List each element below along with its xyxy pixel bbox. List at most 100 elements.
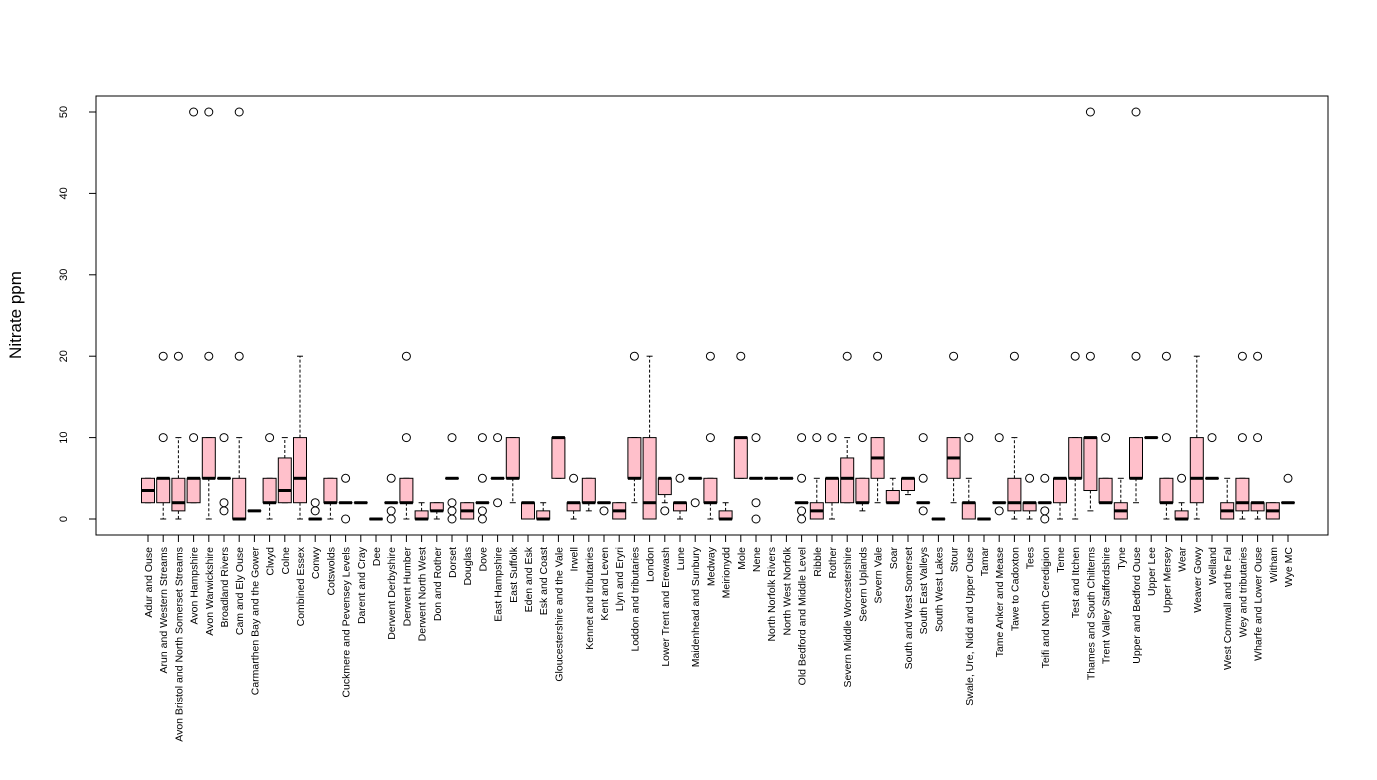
box-iqr [733,437,748,479]
x-tick-label: South West Lakes [933,547,945,632]
box-iqr [399,477,414,504]
outlier-point [386,514,396,524]
box-iqr [201,437,216,479]
outlier-point [660,506,670,516]
x-tick-label: Colne [280,547,292,575]
outlier-point [629,351,639,361]
x-tick-label: Carmarthen Bay and the Gower [249,547,261,696]
outlier-point [341,514,351,524]
box-severn-vale [870,351,885,504]
x-tick-label: Avon Warwickshire [204,547,216,636]
outlier-point [477,514,487,524]
x-tick-label: Derwent Derbyshire [386,547,398,640]
x-tick-label: Adur and Ouse [143,547,155,618]
box-iqr [323,477,338,504]
outlier-point [204,107,214,117]
outlier-point [219,498,229,508]
outlier-point [447,514,457,524]
x-tick-label: Broadland Rivers [219,547,231,628]
box-tyne [1113,477,1128,520]
outlier-point [219,506,229,516]
outlier-point [1237,433,1247,443]
outlier-point [797,433,807,443]
x-tick-label: Test and Itchen [1070,547,1082,618]
outlier-point [447,506,457,516]
x-tick-label: Wear [1177,547,1189,572]
box-llyn-and-eryri [612,502,627,520]
outlier-point [751,433,761,443]
box-dorset [445,433,459,524]
outlier-point [812,433,822,443]
outlier-point [1161,351,1171,361]
x-tick-label: Upper and Bedford Ouse [1131,547,1143,664]
box-iqr [1098,477,1113,504]
outlier-point [1025,473,1035,483]
box-derwent-humber [399,351,414,520]
x-tick-label: Swale, Ure, Nidd and Upper Ouse [964,547,976,706]
x-tick-label: West Cornwall and the Fal [1222,547,1234,670]
box-soar [885,477,900,505]
x-tick-label: London [645,547,657,582]
box-iqr [505,437,520,479]
box-east-hampshire [490,433,505,508]
x-tick-label: Douglas [462,547,474,586]
box-wye-mc [1281,473,1295,505]
x-tick-label: Tees [1025,547,1037,569]
outlier-point [401,433,411,443]
outlier-point [173,351,183,361]
box-loddon-and-tributaries [627,351,642,504]
box-swale-ure-nidd-and-upper-ouse [961,433,976,520]
box-iqr [1189,437,1204,504]
outlier-point [1070,351,1080,361]
x-tick-label: Maidenhead and Sunbury [690,546,702,667]
box-esk-and-coast [536,502,551,521]
outlier-point [1237,351,1247,361]
box-avon-warwickshire [201,107,216,520]
x-tick-label: Trent Valley Staffordshire [1101,547,1113,664]
outlier-point [797,514,807,524]
box-trent-valley-staffordshire [1098,433,1113,505]
x-tick-label: Severn Vale [873,547,885,604]
x-tick-label: Medway [705,546,717,586]
x-axis: Adur and Ouse Arun and Western Streams Avo… [143,534,1295,742]
x-tick-label: Llyn and Eryri [614,547,626,611]
box-colne [277,437,292,504]
outlier-point [493,498,503,508]
box-iqr [961,502,976,520]
outlier-point [1101,433,1111,443]
x-tick-label: Soar [888,547,900,570]
box-severn-uplands [855,433,870,512]
box-avon-bristol-and-north-somerset-streams [171,351,186,520]
box-medway [703,351,718,520]
outlier-point [1085,107,1095,117]
x-tick-label: South and West Somerset [903,547,915,669]
outlier-point [599,506,609,516]
x-tick-label: Weaver Gowy [1192,546,1204,612]
outlier-point [1207,433,1217,443]
box-london [642,355,657,520]
box-welland [1205,433,1219,480]
outlier-point [705,433,715,443]
outlier-point [234,107,244,117]
box-don-and-rother [429,502,444,520]
x-tick-label: Witham [1268,547,1280,583]
outlier-point [1177,473,1187,483]
box-wear [1174,473,1189,521]
x-tick-label: Meirionydd [721,547,733,599]
outlier-point [1131,107,1141,117]
outlier-point [158,351,168,361]
x-tick-label: Tamar [979,547,991,577]
box-iqr [1007,477,1022,512]
outlier-point [477,433,487,443]
x-tick-label: Dove [477,547,489,572]
box-irwell [566,473,581,520]
outlier-point [857,433,867,443]
outlier-point [477,506,487,516]
box-old-bedford-and-middle-level [794,433,809,524]
box-cotswolds [323,477,338,520]
box-test-and-itchen [1068,351,1083,520]
x-tick-label: Kent and Leven [599,547,611,621]
box-tees [1022,473,1037,520]
box-kent-and-leven [597,501,611,516]
box-teifi-and-north-ceredigion [1037,473,1052,524]
